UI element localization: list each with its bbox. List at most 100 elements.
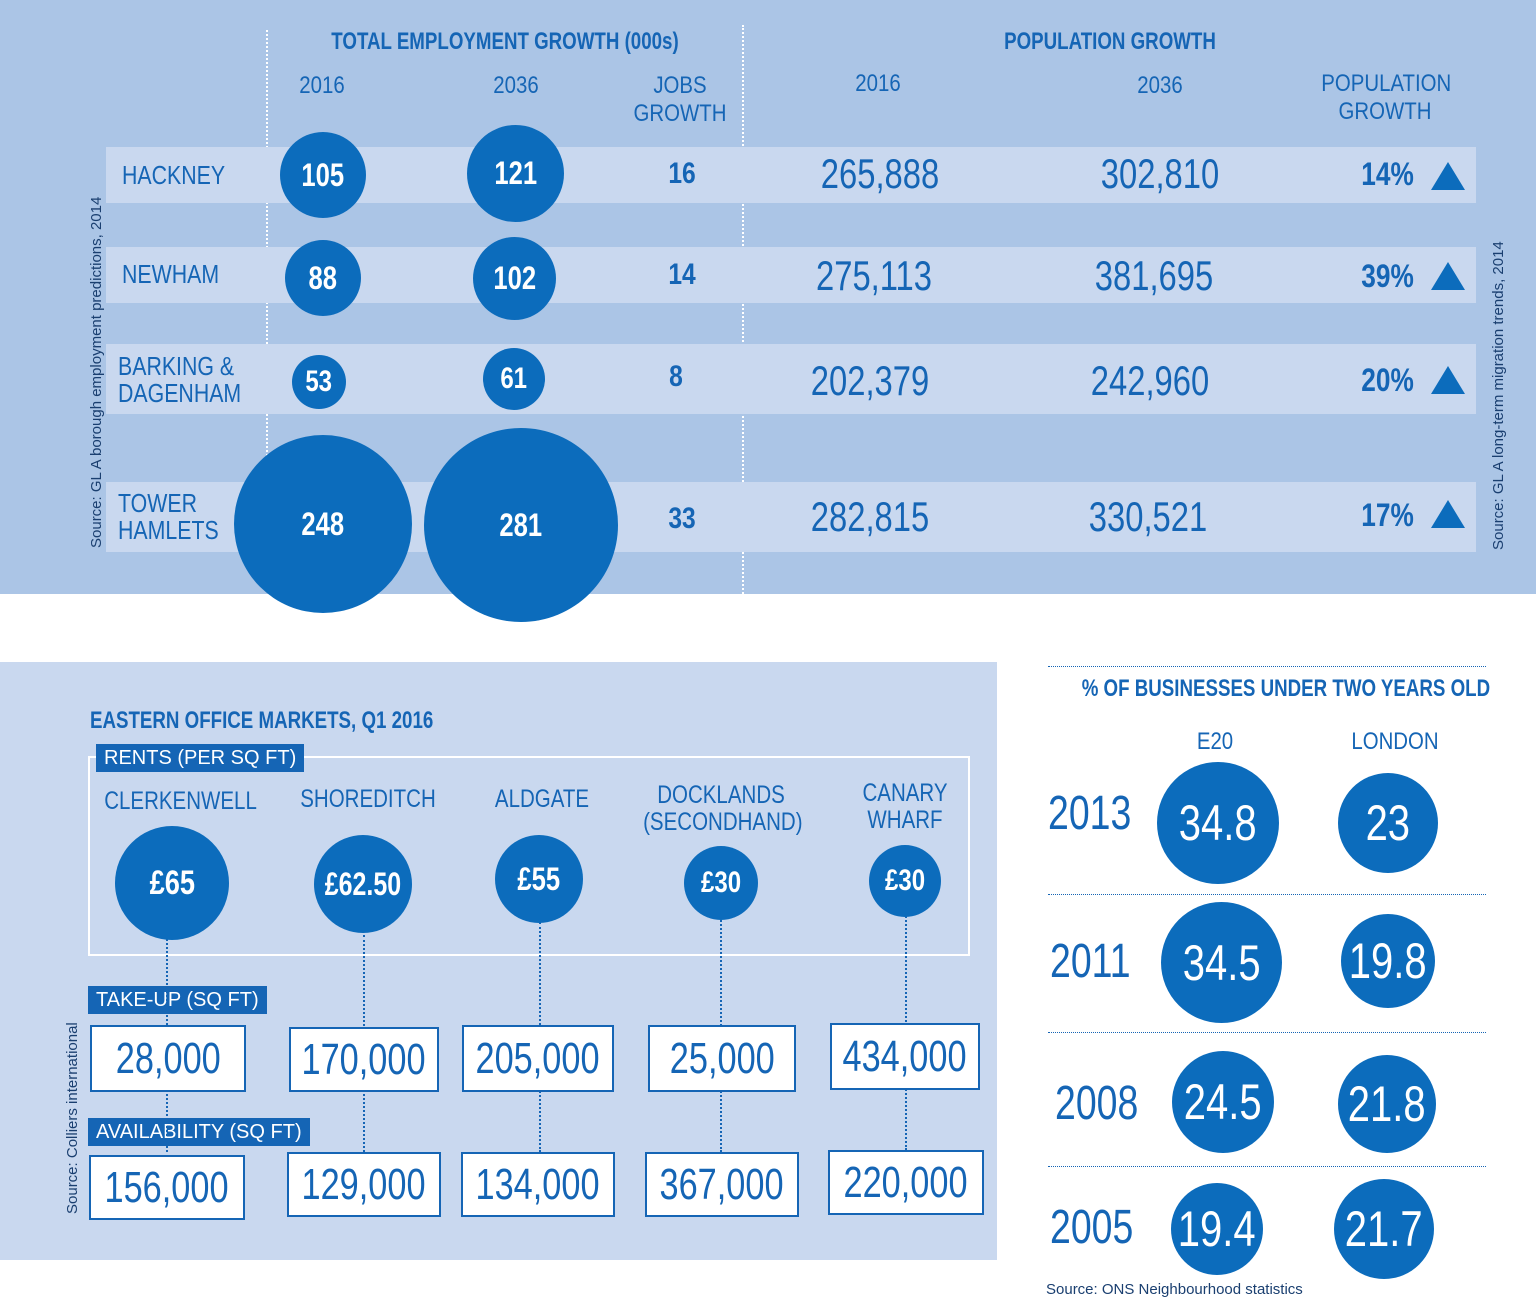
rents-tag: RENTS (PER SQ FT) [96, 744, 305, 772]
emp-2036-bubble: 102 [473, 237, 556, 320]
e20-value: 34.8 [1179, 795, 1257, 851]
availability-box: 220,000 [828, 1150, 984, 1215]
rent-bubble: £55 [495, 835, 583, 923]
emp-2036-value: 102 [493, 260, 536, 296]
pop-col-growth-line: GROWTH [1338, 98, 1432, 125]
emp-2036-value: 281 [499, 506, 543, 543]
up-triangle-icon [1431, 262, 1465, 290]
london-value: 23 [1365, 795, 1411, 851]
borough-label-line: HAMLETS [118, 515, 219, 545]
availability-value: 156,000 [104, 1162, 230, 1212]
col-e20: E20 [1196, 728, 1234, 755]
london-bubble: 23 [1338, 773, 1438, 873]
emp-2016-value: 88 [308, 259, 338, 296]
borough-label: NEWHAM [122, 261, 219, 288]
emp-col-2016: 2016 [299, 72, 345, 99]
pop-2036-value: 330,521 [1088, 493, 1208, 540]
divider-line [1048, 1032, 1486, 1033]
availability-tag: AVAILABILITY (SQ FT) [88, 1118, 310, 1146]
connector-line [905, 1086, 907, 1150]
pop-2016-value: 282,815 [810, 493, 930, 540]
availability-box: 156,000 [89, 1155, 245, 1220]
e20-value: 24.5 [1184, 1074, 1262, 1130]
emp-2016-value: 248 [301, 505, 345, 542]
borough-label: HACKNEY [122, 162, 225, 189]
emp-col-jobs-line: JOBS [653, 72, 707, 99]
pop-2016-value: 265,888 [820, 150, 940, 197]
availability-box: 134,000 [461, 1152, 615, 1217]
rent-bubble: £30 [684, 846, 758, 920]
emp-2016-bubble: 53 [292, 355, 346, 409]
jobs-growth-value: 14 [668, 258, 696, 291]
pop-2036-value: 242,960 [1090, 357, 1210, 404]
emp-2036-bubble: 121 [467, 125, 564, 222]
availability-value: 220,000 [843, 1157, 969, 1207]
businesses-title: % OF BUSINESSES UNDER TWO YEARS OLD [1081, 675, 1491, 702]
rent-value: £65 [149, 863, 195, 902]
pop-2016-value: 275,113 [815, 252, 932, 299]
emp-col-jobs-line: GROWTH [633, 100, 727, 127]
takeup-box: 434,000 [830, 1023, 980, 1090]
rents-box [88, 756, 970, 956]
borough-label-line: BARKING & [118, 351, 235, 381]
borough-label-line: NEWHAM [122, 259, 220, 289]
london-value: 19.8 [1349, 933, 1427, 989]
london-bubble: 21.8 [1338, 1055, 1436, 1153]
pop-growth-value: 14% [1361, 156, 1414, 192]
market-name-line: CLERKENWELL [104, 787, 257, 815]
takeup-value: 28,000 [115, 1033, 221, 1083]
jobs-growth-value: 33 [668, 502, 696, 535]
divider-line [1048, 1166, 1486, 1167]
london-bubble: 19.8 [1341, 914, 1435, 1008]
market-name-line: WHARF [867, 806, 943, 834]
connector-line [905, 912, 907, 1022]
population-source: Source: GL A long-term migration trends,… [1490, 241, 1507, 550]
borough-label-line: HACKNEY [122, 160, 226, 190]
connector-line [363, 935, 365, 1030]
connector-line [720, 908, 722, 1026]
rent-bubble: £62.50 [314, 835, 412, 933]
emp-2016-value: 105 [301, 156, 345, 193]
population-title: POPULATION GROWTH [1004, 28, 1216, 55]
pop-2036-value: 302,810 [1100, 150, 1220, 197]
pop-2036-value: 381,695 [1094, 252, 1214, 299]
availability-box: 367,000 [645, 1152, 799, 1217]
takeup-value: 170,000 [301, 1034, 427, 1084]
pop-growth-value: 39% [1361, 258, 1414, 294]
takeup-box: 170,000 [289, 1027, 439, 1092]
availability-box: 129,000 [287, 1152, 441, 1217]
takeup-box: 25,000 [648, 1025, 796, 1092]
divider-line [1048, 894, 1486, 895]
pop-col-2036: 2036 [1137, 72, 1183, 99]
connector-line [720, 1088, 722, 1152]
emp-2016-bubble: 248 [234, 435, 412, 613]
takeup-box: 205,000 [462, 1025, 614, 1092]
office-source: Source: Colliers international [64, 1022, 81, 1214]
rent-value: £62.50 [324, 865, 402, 902]
jobs-growth-value: 8 [669, 360, 683, 393]
divider-line [1048, 666, 1486, 667]
market-name: CANARY WHARF [831, 780, 979, 834]
connector-line [166, 935, 168, 1025]
london-value: 21.7 [1345, 1201, 1423, 1257]
emp-2016-bubble: 88 [285, 240, 361, 316]
market-name: DOCKLANDS (SECONDHAND) [643, 781, 802, 836]
pop-growth-value: 20% [1361, 362, 1414, 398]
takeup-value: 205,000 [475, 1033, 601, 1083]
borough-label: BARKING & DAGENHAM [118, 353, 241, 407]
businesses-source: Source: ONS Neighbourhood statistics [1046, 1281, 1303, 1298]
borough-label: TOWER HAMLETS [118, 490, 219, 544]
col-london: LONDON [1351, 728, 1439, 755]
connector-line [539, 922, 541, 1025]
borough-label-line: DAGENHAM [118, 378, 242, 408]
pop-col-growth-line: POPULATION [1321, 70, 1452, 97]
year-label: 2011 [1050, 935, 1131, 988]
market-name-line: DOCKLANDS [657, 781, 785, 809]
up-triangle-icon [1431, 162, 1465, 190]
emp-col-2036: 2036 [493, 72, 539, 99]
emp-2036-value: 61 [500, 362, 528, 395]
connector-line [166, 1090, 168, 1152]
e20-value: 34.5 [1182, 934, 1261, 991]
pop-col-2016: 2016 [855, 70, 901, 97]
takeup-tag: TAKE-UP (SQ FT) [88, 986, 267, 1014]
